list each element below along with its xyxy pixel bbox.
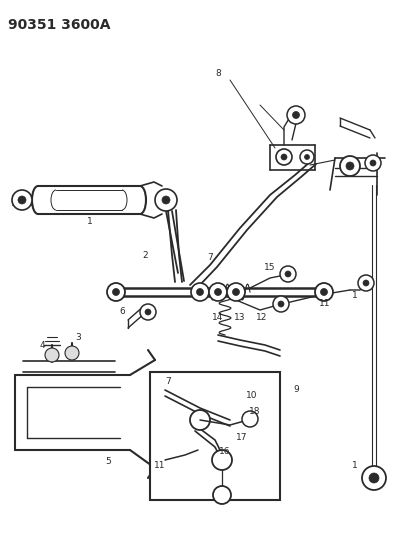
Circle shape xyxy=(370,160,376,166)
Text: 11: 11 xyxy=(319,298,331,308)
Text: 17: 17 xyxy=(236,433,248,442)
Circle shape xyxy=(190,410,210,430)
Text: 5: 5 xyxy=(105,457,111,466)
Circle shape xyxy=(362,466,386,490)
Text: 1: 1 xyxy=(352,461,358,470)
Circle shape xyxy=(276,149,292,165)
Text: 8: 8 xyxy=(215,69,221,78)
Text: 12: 12 xyxy=(256,313,268,322)
Circle shape xyxy=(273,296,289,312)
Text: 16: 16 xyxy=(219,448,231,456)
Circle shape xyxy=(45,348,59,362)
Circle shape xyxy=(346,162,354,170)
Circle shape xyxy=(212,450,232,470)
Text: 10: 10 xyxy=(246,391,258,400)
Circle shape xyxy=(209,283,227,301)
Circle shape xyxy=(162,196,170,204)
Text: 13: 13 xyxy=(234,313,246,322)
Circle shape xyxy=(155,189,177,211)
Circle shape xyxy=(232,288,240,295)
Circle shape xyxy=(278,301,284,307)
Circle shape xyxy=(12,190,32,210)
Circle shape xyxy=(365,155,381,171)
Circle shape xyxy=(197,288,203,295)
Circle shape xyxy=(247,416,253,422)
Bar xyxy=(150,372,280,500)
Circle shape xyxy=(300,150,314,164)
Circle shape xyxy=(213,486,231,504)
Text: 4: 4 xyxy=(39,341,45,350)
Circle shape xyxy=(281,154,287,160)
Circle shape xyxy=(65,346,79,360)
Circle shape xyxy=(196,416,204,424)
Circle shape xyxy=(140,304,156,320)
Circle shape xyxy=(320,288,328,295)
Text: 6: 6 xyxy=(119,308,125,317)
Circle shape xyxy=(287,106,305,124)
Text: 9: 9 xyxy=(293,385,299,394)
Circle shape xyxy=(215,288,222,295)
Circle shape xyxy=(304,155,310,159)
Circle shape xyxy=(113,288,119,295)
Circle shape xyxy=(285,271,291,277)
Circle shape xyxy=(369,473,379,483)
Text: 7: 7 xyxy=(165,377,171,386)
Circle shape xyxy=(145,309,151,315)
Circle shape xyxy=(218,491,226,499)
Text: 1: 1 xyxy=(87,217,93,227)
Circle shape xyxy=(293,111,300,118)
Circle shape xyxy=(218,456,226,464)
Text: 15: 15 xyxy=(264,263,276,272)
Text: 1: 1 xyxy=(352,290,358,300)
Circle shape xyxy=(315,283,333,301)
Circle shape xyxy=(280,266,296,282)
Text: 18: 18 xyxy=(249,408,261,416)
Circle shape xyxy=(18,196,26,204)
Circle shape xyxy=(242,411,258,427)
Text: 14: 14 xyxy=(212,313,224,322)
Circle shape xyxy=(340,156,360,176)
Text: 7: 7 xyxy=(207,254,213,262)
Text: 2: 2 xyxy=(142,251,148,260)
Circle shape xyxy=(191,283,209,301)
Circle shape xyxy=(107,283,125,301)
Text: 3: 3 xyxy=(75,334,81,343)
Circle shape xyxy=(363,280,369,286)
Circle shape xyxy=(227,283,245,301)
Text: 90351 3600A: 90351 3600A xyxy=(8,18,111,32)
Circle shape xyxy=(358,275,374,291)
Text: 11: 11 xyxy=(154,461,166,470)
